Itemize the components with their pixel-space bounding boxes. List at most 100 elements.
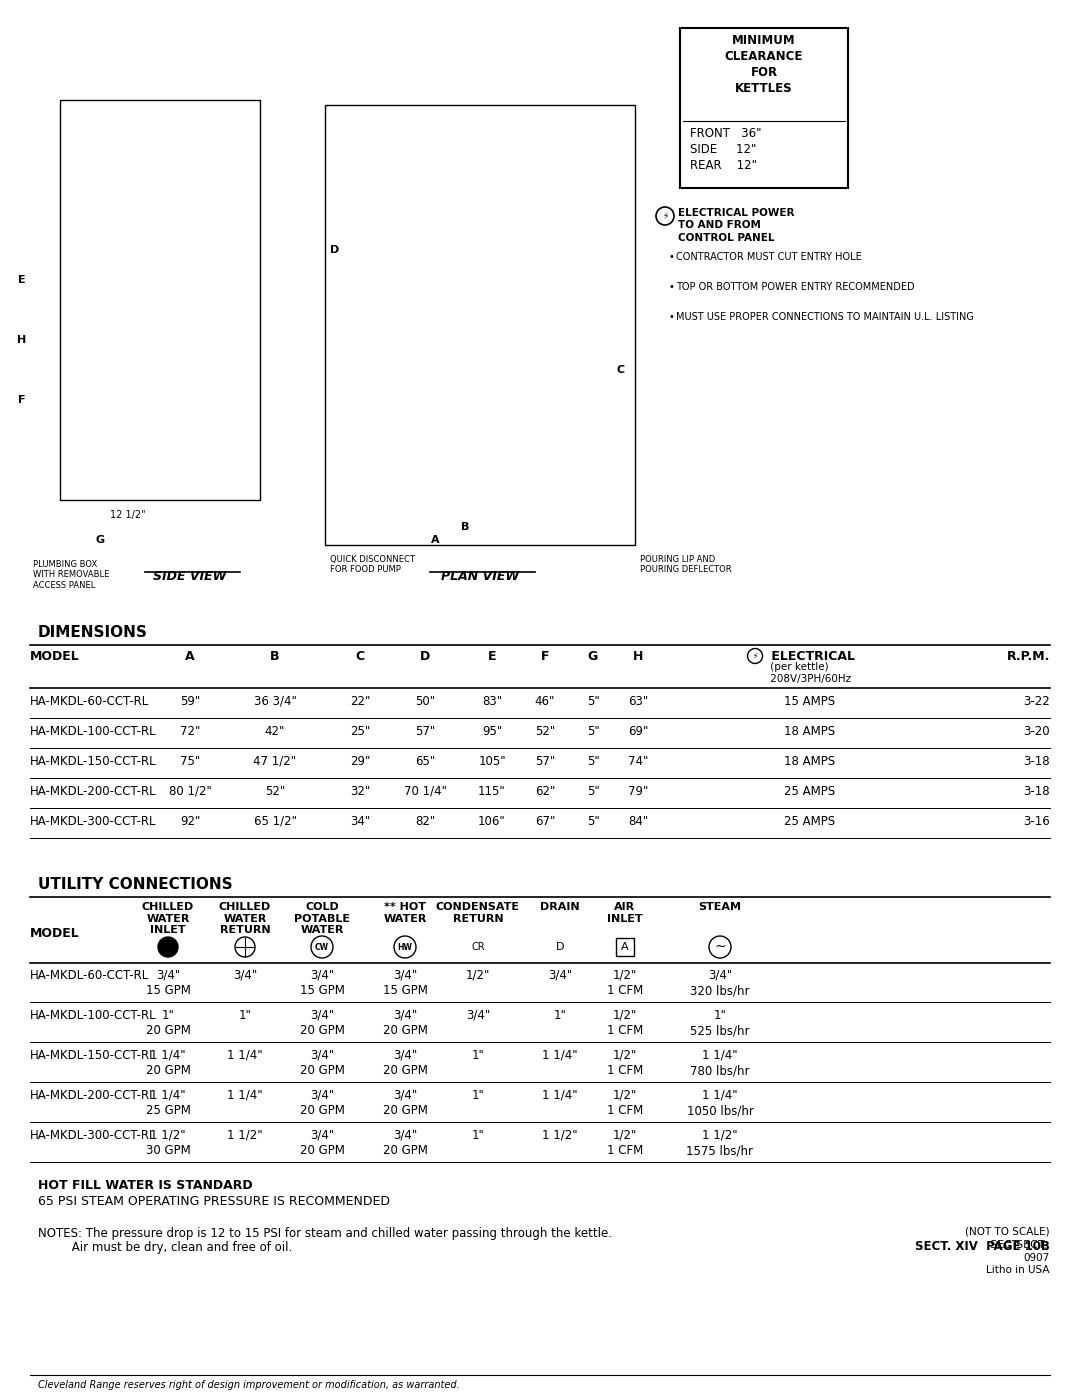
Text: 3/4": 3/4" xyxy=(233,970,257,982)
Bar xyxy=(680,28,848,189)
Text: MODEL: MODEL xyxy=(30,650,80,664)
Text: 5": 5" xyxy=(586,754,599,768)
Text: ELECTRICAL POWER
TO AND FROM
CONTROL PANEL: ELECTRICAL POWER TO AND FROM CONTROL PAN… xyxy=(678,208,795,243)
Text: 80 1/2": 80 1/2" xyxy=(168,785,212,798)
Text: HA-MKDL-200-CCT-RL: HA-MKDL-200-CCT-RL xyxy=(30,785,157,798)
Text: 3/4": 3/4" xyxy=(465,1009,490,1023)
Text: E: E xyxy=(18,275,26,285)
Text: 50": 50" xyxy=(415,694,435,708)
Text: 3/4"
15 GPM: 3/4" 15 GPM xyxy=(146,970,190,997)
Text: 1/2": 1/2" xyxy=(465,970,490,982)
Text: SIDE VIEW: SIDE VIEW xyxy=(153,570,227,583)
Text: 1 1/2"
30 GPM: 1 1/2" 30 GPM xyxy=(146,1129,190,1157)
Text: PLUMBING BOX
WITH REMOVABLE
ACCESS PANEL: PLUMBING BOX WITH REMOVABLE ACCESS PANEL xyxy=(33,560,109,590)
Text: Litho in USA: Litho in USA xyxy=(986,1266,1050,1275)
Text: 3/4"
20 GPM: 3/4" 20 GPM xyxy=(382,1129,428,1157)
Text: AIR
INLET: AIR INLET xyxy=(607,902,643,923)
Text: TOP OR BOTTOM POWER ENTRY RECOMMENDED: TOP OR BOTTOM POWER ENTRY RECOMMENDED xyxy=(676,282,915,292)
Text: C: C xyxy=(355,650,365,664)
Text: 74": 74" xyxy=(627,754,648,768)
Text: 69": 69" xyxy=(627,725,648,738)
Text: 47 1/2": 47 1/2" xyxy=(254,754,297,768)
Text: HA-MKDL-300-CCT-RL: HA-MKDL-300-CCT-RL xyxy=(30,1129,157,1141)
Text: 1 1/4"
20 GPM: 1 1/4" 20 GPM xyxy=(146,1049,190,1077)
Text: 18 AMPS: 18 AMPS xyxy=(784,725,836,738)
Text: DRAIN: DRAIN xyxy=(540,902,580,912)
Text: 25 AMPS: 25 AMPS xyxy=(784,785,836,798)
Text: 3/4"
320 lbs/hr: 3/4" 320 lbs/hr xyxy=(690,970,750,997)
Text: 36 3/4": 36 3/4" xyxy=(254,694,296,708)
Text: SECT.: SECT. xyxy=(1015,1241,1050,1250)
Text: 52": 52" xyxy=(535,725,555,738)
Text: 1 1/4"
1050 lbs/hr: 1 1/4" 1050 lbs/hr xyxy=(687,1090,754,1118)
Text: 65 PSI STEAM OPERATING PRESSURE IS RECOMMENDED: 65 PSI STEAM OPERATING PRESSURE IS RECOM… xyxy=(38,1194,390,1208)
Text: ⚡: ⚡ xyxy=(662,211,669,221)
Text: B: B xyxy=(461,522,469,532)
Text: B: B xyxy=(270,650,280,664)
Text: MODEL: MODEL xyxy=(30,928,80,940)
Text: F: F xyxy=(541,650,550,664)
Text: G: G xyxy=(95,535,105,545)
Text: 25": 25" xyxy=(350,725,370,738)
Text: Air must be dry, clean and free of oil.: Air must be dry, clean and free of oil. xyxy=(38,1241,293,1255)
Text: 29": 29" xyxy=(350,754,370,768)
Text: HOT FILL WATER IS STANDARD: HOT FILL WATER IS STANDARD xyxy=(38,1179,253,1192)
Text: 34": 34" xyxy=(350,814,370,828)
Text: FRONT   36": FRONT 36" xyxy=(690,127,761,140)
Text: 32": 32" xyxy=(350,785,370,798)
Text: 75": 75" xyxy=(180,754,200,768)
Text: 82": 82" xyxy=(415,814,435,828)
Text: HA-MKDL-100-CCT-RL: HA-MKDL-100-CCT-RL xyxy=(30,1009,157,1023)
Text: 1 1/4"
25 GPM: 1 1/4" 25 GPM xyxy=(146,1090,190,1118)
Text: 57": 57" xyxy=(415,725,435,738)
Text: 1 1/4": 1 1/4" xyxy=(227,1049,262,1062)
Text: 95": 95" xyxy=(482,725,502,738)
Text: 1 1/2"
1575 lbs/hr: 1 1/2" 1575 lbs/hr xyxy=(687,1129,754,1157)
Text: PLAN VIEW: PLAN VIEW xyxy=(441,570,519,583)
Text: 92": 92" xyxy=(179,814,200,828)
Text: ⚡: ⚡ xyxy=(753,651,758,661)
Text: 3/4"
20 GPM: 3/4" 20 GPM xyxy=(382,1090,428,1118)
Text: D: D xyxy=(420,650,430,664)
Circle shape xyxy=(311,936,333,958)
Text: 63": 63" xyxy=(627,694,648,708)
Text: 5": 5" xyxy=(586,814,599,828)
Text: 3-20: 3-20 xyxy=(1024,725,1050,738)
Text: QUICK DISCONNECT
FOR FOOD PUMP: QUICK DISCONNECT FOR FOOD PUMP xyxy=(330,555,415,574)
Text: 1 1/4": 1 1/4" xyxy=(542,1090,578,1102)
Text: H: H xyxy=(633,650,644,664)
Text: 1 1/2": 1 1/2" xyxy=(542,1129,578,1141)
Text: HA-MKDL-300-CCT-RL: HA-MKDL-300-CCT-RL xyxy=(30,814,157,828)
Text: 3/4"
15 GPM: 3/4" 15 GPM xyxy=(382,970,428,997)
Text: 1/2"
1 CFM: 1/2" 1 CFM xyxy=(607,970,643,997)
Text: 52": 52" xyxy=(265,785,285,798)
Text: POURING LIP AND
POURING DEFLECTOR: POURING LIP AND POURING DEFLECTOR xyxy=(640,555,731,574)
Text: G: G xyxy=(588,650,598,664)
Text: A: A xyxy=(431,535,440,545)
Text: SECT. XIV  PAGE 10B: SECT. XIV PAGE 10B xyxy=(915,1241,1050,1253)
Text: 3-18: 3-18 xyxy=(1024,785,1050,798)
Text: 15 AMPS: 15 AMPS xyxy=(784,694,836,708)
Text: CHILLED
WATER
RETURN: CHILLED WATER RETURN xyxy=(219,902,271,935)
Text: 25 AMPS: 25 AMPS xyxy=(784,814,836,828)
Text: SIDE     12": SIDE 12" xyxy=(690,142,756,156)
Text: 208V/3PH/60Hz: 208V/3PH/60Hz xyxy=(767,673,851,685)
Text: Cleveland Range reserves right of design improvement or modification, as warrant: Cleveland Range reserves right of design… xyxy=(38,1380,460,1390)
Text: 106": 106" xyxy=(478,814,505,828)
Text: HA-MKDL-60-CCT-RL: HA-MKDL-60-CCT-RL xyxy=(30,970,149,982)
Text: E: E xyxy=(488,650,496,664)
Text: 115": 115" xyxy=(478,785,505,798)
Text: 3-18: 3-18 xyxy=(1024,754,1050,768)
Text: ELECTRICAL: ELECTRICAL xyxy=(767,650,855,664)
Bar xyxy=(60,101,260,500)
Text: 67": 67" xyxy=(535,814,555,828)
Text: 1": 1" xyxy=(472,1049,485,1062)
Text: 1/2"
1 CFM: 1/2" 1 CFM xyxy=(607,1090,643,1118)
Text: 57": 57" xyxy=(535,754,555,768)
Text: 83": 83" xyxy=(482,694,502,708)
Text: NOTES: The pressure drop is 12 to 15 PSI for steam and chilled water passing thr: NOTES: The pressure drop is 12 to 15 PSI… xyxy=(38,1227,612,1241)
Text: 1": 1" xyxy=(472,1129,485,1141)
Text: •: • xyxy=(669,251,674,263)
Text: CONDENSATE
RETURN: CONDENSATE RETURN xyxy=(436,902,519,923)
Text: 3/4"
20 GPM: 3/4" 20 GPM xyxy=(299,1090,345,1118)
